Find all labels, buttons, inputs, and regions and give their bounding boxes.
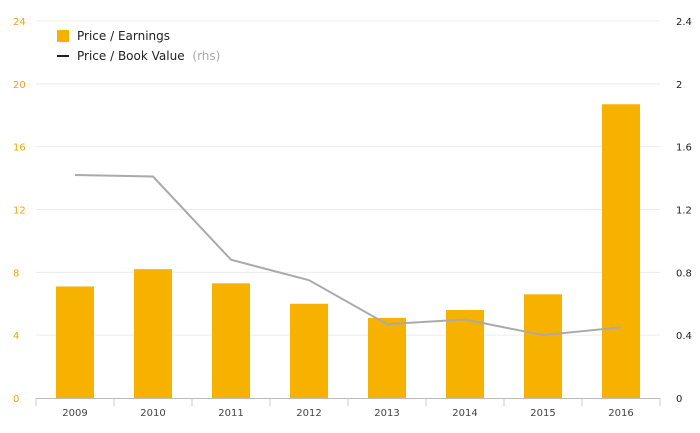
legend-label-price-book: Price / Book Value bbox=[77, 49, 185, 63]
y-left-tick-label: 12 bbox=[13, 206, 26, 217]
bar bbox=[290, 303, 328, 398]
axes: 0 4 8 12 16 20 24 0 0.4 0.8 1.2 1.6 2 2.4 2009 2010 2011… bbox=[13, 17, 692, 419]
y-right-tick-label: 1.6 bbox=[676, 143, 692, 154]
y-right-tick-label: 0.4 bbox=[676, 331, 692, 342]
y-right-tick-label: 0.8 bbox=[676, 268, 692, 279]
bar bbox=[134, 269, 172, 398]
bar bbox=[602, 104, 640, 399]
line-price-book bbox=[74, 173, 622, 337]
y-right-tick-label: 1.2 bbox=[676, 206, 692, 217]
y-left-tick-label: 20 bbox=[13, 80, 26, 91]
y-left-tick-label: 4 bbox=[13, 331, 19, 342]
legend: Price / Earnings Price / Book Value (rhs… bbox=[57, 29, 220, 63]
x-tick-label: 2016 bbox=[608, 408, 633, 419]
bar bbox=[56, 286, 94, 398]
x-tick-label: 2013 bbox=[374, 408, 399, 419]
y-left-tick-label: 16 bbox=[13, 143, 26, 154]
y-right-tick-label: 2 bbox=[676, 80, 682, 91]
x-tick-label: 2012 bbox=[296, 408, 321, 419]
y-left-tick-label: 0 bbox=[13, 394, 19, 405]
legend-text-price-book: Price / Book Value (rhs) bbox=[77, 49, 220, 63]
x-tick-label: 2009 bbox=[62, 408, 87, 419]
lines bbox=[74, 173, 622, 337]
bar bbox=[446, 310, 484, 398]
bar bbox=[212, 283, 250, 398]
y-right-tick-label: 2.4 bbox=[676, 17, 692, 28]
y-left-tick-label: 8 bbox=[13, 268, 19, 279]
x-tick-label: 2010 bbox=[140, 408, 165, 419]
legend-swatch-price-earnings bbox=[57, 30, 69, 42]
x-tick-label: 2014 bbox=[452, 408, 477, 419]
y-left-tick-label: 24 bbox=[13, 17, 26, 28]
y-right-tick-label: 0 bbox=[676, 394, 682, 405]
gridlines bbox=[36, 20, 660, 336]
x-tick-label: 2015 bbox=[530, 408, 555, 419]
bars bbox=[56, 104, 640, 399]
x-tick-label: 2011 bbox=[218, 408, 243, 419]
bar bbox=[524, 294, 562, 398]
bar bbox=[368, 317, 406, 398]
legend-note-rhs: (rhs) bbox=[192, 49, 220, 63]
legend-label-price-earnings: Price / Earnings bbox=[77, 29, 170, 43]
